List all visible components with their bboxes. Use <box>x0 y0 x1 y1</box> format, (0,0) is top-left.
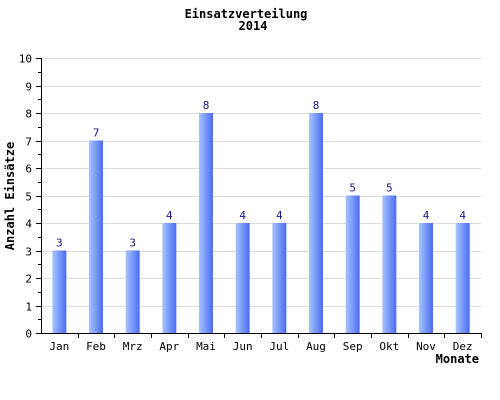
y-tick-label: 7 <box>25 136 32 149</box>
x-tick-label: Jul <box>269 340 289 353</box>
data-label: 7 <box>93 127 100 140</box>
bar <box>125 250 140 333</box>
x-tick-label: Dez <box>453 340 473 353</box>
y-tick-labels: 0 1 2 3 4 5 6 7 8 9 10 <box>19 53 33 341</box>
bars <box>52 113 470 333</box>
y-tick-label: 5 <box>25 191 32 204</box>
bar <box>345 195 360 333</box>
data-label: 4 <box>166 209 173 222</box>
x-axis-label: Monate <box>436 352 479 366</box>
data-label: 8 <box>313 99 320 112</box>
x-tick-label: Okt <box>379 340 399 353</box>
data-label: 8 <box>203 99 210 112</box>
chart-subtitle: 2014 <box>239 19 268 33</box>
x-tick-label: Mai <box>196 340 216 353</box>
data-label: 4 <box>239 209 246 222</box>
bar <box>455 223 470 333</box>
grid-lines <box>41 58 481 307</box>
bar <box>162 223 177 333</box>
data-label: 4 <box>459 209 466 222</box>
bar <box>199 113 213 333</box>
data-labels: 3 7 3 4 8 4 4 8 5 5 4 4 <box>56 99 466 250</box>
bar <box>89 140 103 333</box>
bar <box>235 223 250 333</box>
x-tick-label: Nov <box>416 340 436 353</box>
data-label: 5 <box>386 182 393 195</box>
x-tick-label: Jun <box>233 340 253 353</box>
data-label: 3 <box>129 237 136 250</box>
bar <box>52 250 67 333</box>
y-tick-label: 0 <box>25 328 32 341</box>
bar <box>419 223 433 333</box>
x-tick-label: Aug <box>306 340 326 353</box>
y-tick-label: 4 <box>25 218 32 231</box>
x-tick-label: Mrz <box>123 340 143 353</box>
x-tick-label: Jan <box>49 340 69 353</box>
y-tick-label: 1 <box>25 301 32 314</box>
y-axis-label: Anzahl Einsätze <box>3 142 17 250</box>
y-tick-label: 9 <box>25 81 32 94</box>
bar <box>309 113 323 333</box>
x-tick-labels: Jan Feb Mrz Apr Mai Jun Jul Aug Sep Okt Nov Dez <box>49 340 472 353</box>
data-label: 4 <box>423 209 430 222</box>
y-tick-label: 8 <box>25 108 32 121</box>
y-tick-label: 6 <box>25 163 32 176</box>
x-tick-label: Sep <box>343 340 363 353</box>
x-tick-label: Feb <box>86 340 106 353</box>
chart-title: Einsatzverteilung <box>185 7 308 21</box>
y-tick-label: 2 <box>25 273 32 286</box>
data-label: 4 <box>276 209 283 222</box>
bar <box>272 223 287 333</box>
bar <box>382 195 397 333</box>
data-label: 5 <box>349 182 356 195</box>
y-tick-label: 3 <box>25 246 32 259</box>
axis-ticks <box>36 58 482 338</box>
x-tick-label: Apr <box>159 340 179 353</box>
y-tick-label: 10 <box>19 53 32 66</box>
data-label: 3 <box>56 237 63 250</box>
